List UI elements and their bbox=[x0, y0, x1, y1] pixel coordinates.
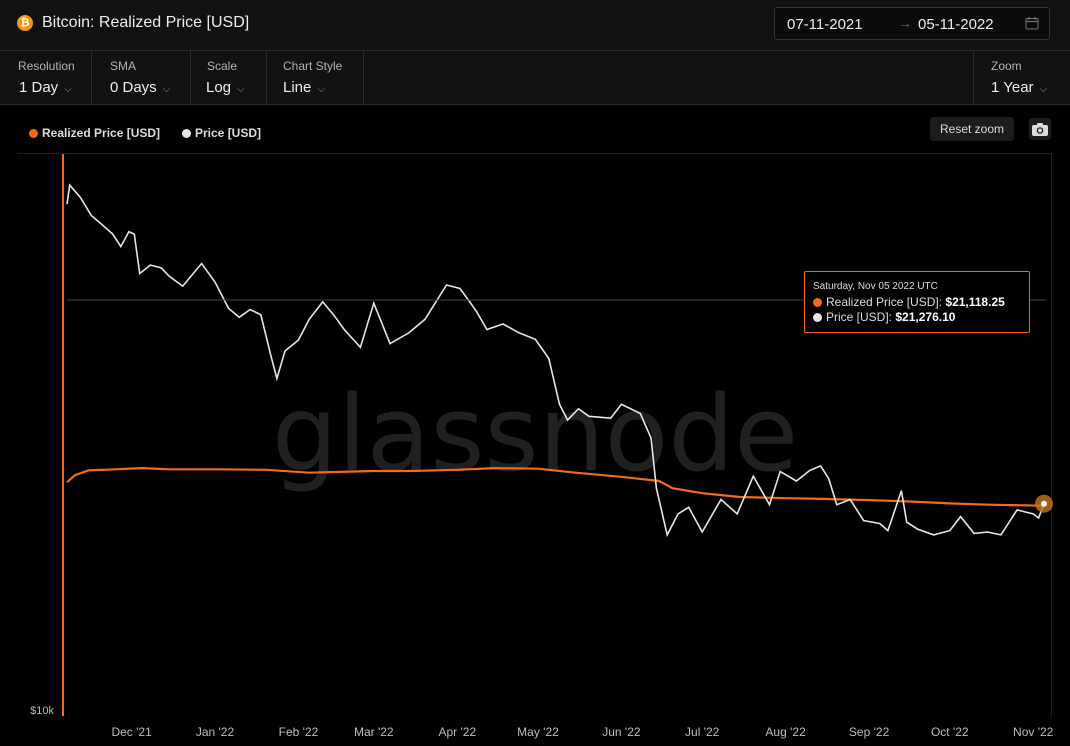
legend-item-price[interactable]: Price [USD] bbox=[182, 126, 261, 140]
reset-zoom-button[interactable]: Reset zoom bbox=[930, 117, 1014, 141]
chevron-down-icon: ⌵ bbox=[64, 84, 72, 95]
chevron-down-icon: ⌵ bbox=[162, 84, 171, 95]
legend-dot-icon bbox=[29, 129, 38, 138]
glassnode-watermark: glassnode bbox=[272, 373, 799, 495]
chevron-down-icon: ⌵ bbox=[237, 84, 245, 95]
tooltip-row-realized: Realized Price [USD]: $21,118.25 bbox=[813, 295, 1005, 309]
chart-style-label: Chart Style bbox=[283, 59, 343, 73]
legend-label-price: Price [USD] bbox=[195, 126, 262, 140]
hover-point-marker bbox=[1041, 500, 1047, 507]
date-from-input[interactable]: 07-11-2021 bbox=[787, 16, 863, 33]
x-tick-label: Mar '22 bbox=[354, 725, 394, 739]
resolution-value: 1 Day bbox=[19, 79, 59, 96]
camera-icon[interactable] bbox=[1029, 118, 1051, 140]
legend-label-realized: Realized Price [USD] bbox=[42, 126, 161, 140]
scale-value: Log bbox=[206, 79, 232, 96]
zoom-select[interactable]: Zoom 1 Year ⌵ bbox=[973, 51, 1070, 104]
x-tick-label: Aug '22 bbox=[765, 725, 806, 739]
scale-select[interactable]: Scale Log ⌵ bbox=[191, 51, 267, 104]
calendar-icon[interactable] bbox=[1025, 16, 1039, 30]
chart-header: ₿ Bitcoin: Realized Price [USD] 07-11-20… bbox=[0, 0, 1070, 51]
zoom-label: Zoom bbox=[991, 59, 1022, 73]
scale-label: Scale bbox=[207, 59, 238, 73]
date-to-input[interactable]: 05-11-2022 bbox=[918, 16, 994, 33]
x-tick-label: Sep '22 bbox=[849, 725, 890, 739]
x-tick-label: May '22 bbox=[517, 725, 559, 739]
chart-style-value: Line bbox=[283, 79, 312, 96]
zoom-value: 1 Year bbox=[991, 79, 1034, 96]
x-tick-label: Jan '22 bbox=[196, 725, 235, 739]
legend-item-realized-price[interactable]: Realized Price [USD] bbox=[29, 126, 160, 140]
legend-dot-icon bbox=[182, 129, 191, 138]
x-tick-label: Feb '22 bbox=[279, 725, 319, 739]
chart-tooltip: Saturday, Nov 05 2022 UTC Realized Price… bbox=[804, 271, 1030, 333]
chevron-down-icon: ⌵ bbox=[317, 84, 325, 95]
y-tick-label: $10k bbox=[30, 705, 54, 717]
tooltip-row-price: Price [USD]: $21,276.10 bbox=[813, 310, 955, 324]
tooltip-dot-icon bbox=[813, 313, 822, 322]
sma-value: 0 Days bbox=[110, 79, 157, 96]
chevron-down-icon: ⌵ bbox=[1039, 84, 1048, 95]
tooltip-realized-value: $21,118.25 bbox=[945, 295, 1005, 309]
x-tick-label: Apr '22 bbox=[438, 725, 476, 739]
tooltip-realized-label: Realized Price [USD]: bbox=[826, 295, 943, 309]
date-range-picker[interactable]: 07-11-2021 → 05-11-2022 bbox=[774, 7, 1050, 40]
x-tick-label: Nov '22 bbox=[1013, 725, 1054, 739]
x-tick-label: Jul '22 bbox=[685, 725, 720, 739]
tooltip-price-value: $21,276.10 bbox=[895, 310, 956, 324]
series-line-realized-price bbox=[66, 466, 1045, 507]
tooltip-date: Saturday, Nov 05 2022 UTC bbox=[813, 281, 938, 292]
tooltip-dot-icon bbox=[813, 298, 822, 307]
x-tick-label: Jun '22 bbox=[602, 725, 641, 739]
series-line-price bbox=[66, 183, 1045, 538]
plot-area-frame bbox=[18, 153, 1052, 717]
tooltip-price-label: Price [USD]: bbox=[826, 310, 893, 324]
resolution-label: Resolution bbox=[18, 59, 75, 73]
resolution-select[interactable]: Resolution 1 Day ⌵ bbox=[0, 51, 92, 104]
chart-style-select[interactable]: Chart Style Line ⌵ bbox=[267, 51, 364, 104]
x-tick-label: Oct '22 bbox=[931, 725, 969, 739]
bitcoin-icon: ₿ bbox=[17, 15, 33, 31]
controls-bar: Resolution 1 Day ⌵ SMA 0 Days ⌵ Scale Log ⌵… bbox=[0, 51, 1070, 105]
arrow-right-icon: → bbox=[898, 15, 912, 31]
sma-select[interactable]: SMA 0 Days ⌵ bbox=[92, 51, 191, 104]
page-title: Bitcoin: Realized Price [USD] bbox=[42, 14, 250, 31]
sma-label: SMA bbox=[110, 59, 137, 73]
x-tick-label: Dec '21 bbox=[111, 725, 152, 739]
